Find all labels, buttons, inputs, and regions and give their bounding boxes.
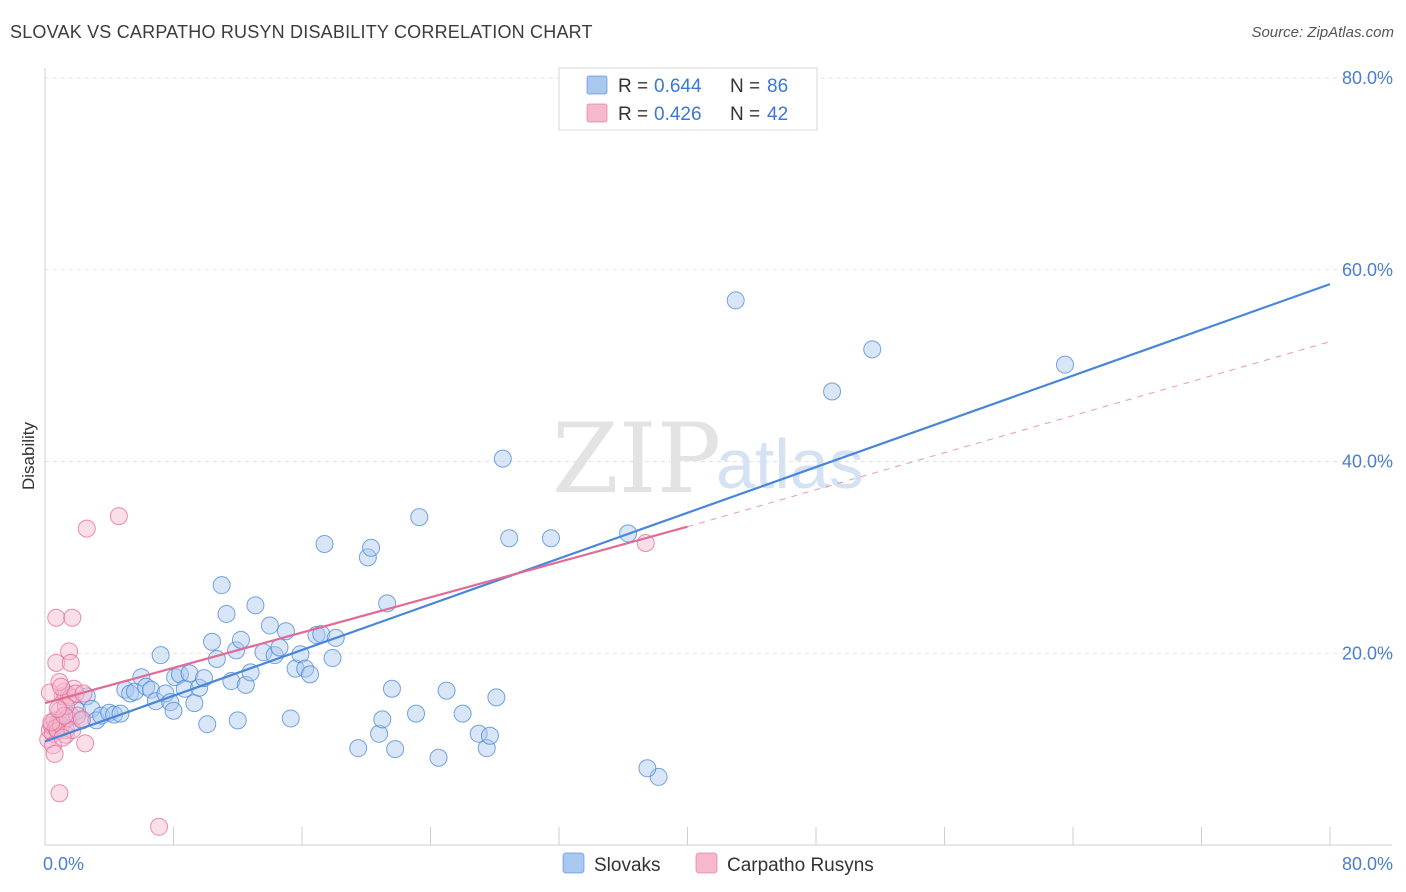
legend-r-label: R = [618, 104, 648, 125]
legend-n-value-slovaks: 86 [767, 76, 788, 97]
point-slovaks [198, 715, 217, 734]
point-rusyns [60, 642, 79, 661]
point-slovaks [370, 724, 389, 743]
point-slovaks [142, 680, 161, 699]
y-axis-label: Disability [19, 421, 38, 490]
point-slovaks [301, 665, 320, 684]
point-rusyns [48, 699, 67, 718]
legend-n-value-rusyns: 42 [767, 104, 788, 125]
point-slovaks [493, 449, 512, 468]
point-slovaks [151, 646, 170, 665]
y-tick-labels: 20.0% 40.0% 60.0% 80.0% [1342, 68, 1393, 663]
point-slovaks [358, 548, 377, 567]
legend-bottom: Slovaks Carpatho Rusyns [562, 852, 874, 876]
trend-line-slovaks [44, 283, 1331, 743]
point-rusyns [52, 677, 71, 696]
point-slovaks [382, 679, 401, 698]
x-tick-label: 0.0% [43, 854, 84, 874]
point-slovaks [207, 650, 226, 669]
legend-top: R = 0.644 N = 86 R = 0.426 N = 42 [558, 67, 818, 131]
point-slovaks [823, 382, 842, 401]
grid-lines [45, 77, 1392, 654]
point-slovaks [437, 681, 456, 700]
point-slovaks [410, 508, 429, 527]
y-tick-label: 20.0% [1342, 643, 1393, 663]
watermark-zip: ZIP [552, 403, 721, 515]
chart-source: Source: ZipAtlas.com [1251, 24, 1394, 41]
point-slovaks [373, 710, 392, 729]
point-slovaks [349, 739, 368, 758]
point-slovaks [137, 677, 156, 696]
point-slovaks [203, 632, 222, 651]
legend-n-label: N = [730, 76, 760, 97]
chart-title: SLOVAK VS CARPATHO RUSYN DISABILITY CORR… [10, 22, 593, 42]
point-slovaks [863, 340, 882, 359]
watermark-atlas: atlas [716, 425, 864, 503]
point-slovaks [296, 659, 315, 678]
point-slovaks [429, 748, 448, 767]
point-slovaks [323, 649, 342, 668]
point-slovaks [500, 529, 519, 548]
point-slovaks [726, 291, 745, 310]
trend-lines [44, 283, 1331, 743]
point-slovaks [469, 724, 488, 743]
legend-bottom-swatch-slovaks [562, 852, 585, 874]
legend-bottom-slovaks: Slovaks [594, 855, 661, 876]
point-slovaks [638, 759, 657, 778]
legend-swatch-rusyns [586, 103, 608, 123]
point-rusyns [76, 734, 95, 753]
point-rusyns [45, 744, 64, 763]
point-slovaks [217, 604, 236, 623]
point-rusyns [109, 507, 128, 526]
point-slovaks [190, 678, 209, 697]
point-slovaks [180, 664, 199, 683]
x-tick-label: 80.0% [1342, 854, 1393, 874]
legend-bottom-rusyns: Carpatho Rusyns [727, 855, 874, 876]
x-tick-labels: 0.0% 80.0% [43, 854, 1393, 874]
point-slovaks [487, 688, 506, 707]
axes [44, 68, 1392, 846]
point-slovaks [270, 638, 289, 657]
legend-r-value-rusyns: 0.426 [654, 104, 702, 125]
point-slovaks [228, 711, 247, 730]
point-slovaks [480, 726, 499, 745]
point-rusyns [47, 608, 66, 627]
point-slovaks [315, 534, 334, 553]
point-rusyns [61, 653, 80, 672]
point-rusyns [50, 784, 69, 803]
legend-bottom-swatch-rusyns [695, 852, 718, 874]
legend-r-label: R = [618, 76, 648, 97]
point-slovaks [281, 709, 300, 728]
trend-line-rusyns-extrapolated [687, 341, 1331, 528]
point-slovaks [212, 576, 231, 595]
point-slovaks [185, 694, 204, 713]
point-slovaks [231, 630, 250, 649]
y-tick-label: 80.0% [1342, 68, 1393, 88]
point-slovaks [166, 668, 185, 687]
point-rusyns [47, 653, 66, 672]
legend-n-label: N = [730, 104, 760, 125]
legend-swatch-slovaks [586, 75, 608, 95]
point-slovaks [386, 740, 405, 759]
trend-line-rusyns [44, 525, 688, 705]
point-slovaks [164, 701, 183, 720]
point-slovaks [1055, 355, 1074, 374]
y-tick-label: 40.0% [1342, 452, 1393, 472]
watermark: ZIP atlas [552, 403, 864, 515]
point-slovaks [541, 529, 560, 548]
point-rusyns [55, 706, 74, 725]
point-slovaks [362, 538, 381, 557]
point-slovaks [407, 704, 426, 723]
y-tick-label: 60.0% [1342, 260, 1393, 280]
point-slovaks [453, 704, 472, 723]
point-slovaks [260, 616, 279, 635]
point-rusyns [77, 519, 96, 538]
point-rusyns [63, 608, 82, 627]
legend-r-value-slovaks: 0.644 [654, 76, 702, 97]
point-slovaks [246, 596, 265, 615]
point-rusyns [150, 817, 169, 836]
